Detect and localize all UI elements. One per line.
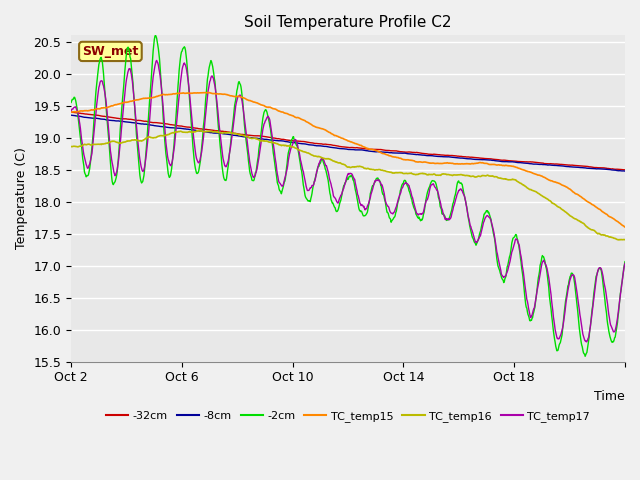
X-axis label: Time: Time: [595, 390, 625, 403]
Text: SW_met: SW_met: [82, 45, 139, 58]
Legend: -32cm, -8cm, -2cm, TC_temp15, TC_temp16, TC_temp17: -32cm, -8cm, -2cm, TC_temp15, TC_temp16,…: [102, 407, 595, 426]
Y-axis label: Temperature (C): Temperature (C): [15, 147, 28, 250]
Title: Soil Temperature Profile C2: Soil Temperature Profile C2: [244, 15, 452, 30]
